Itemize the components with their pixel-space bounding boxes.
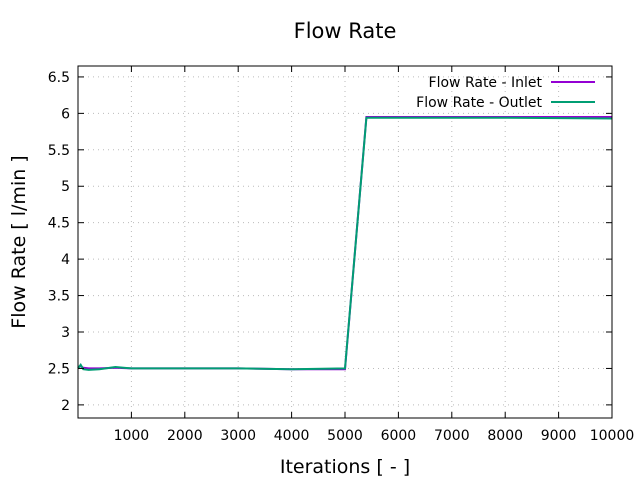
y-tick-label: 2 [61,398,70,414]
series-group [77,116,613,371]
y-tick-label: 3.5 [48,289,70,305]
x-tick-label: 5000 [327,428,363,444]
y-tick-label: 5.5 [48,143,70,159]
y-axis-label: Flow Rate [ l/min ] [8,155,30,328]
series-line-outlet [77,116,613,371]
chart-title: Flow Rate [294,19,397,43]
legend-label: Flow Rate - Outlet [416,95,542,111]
y-tick-label: 4.5 [48,216,70,232]
x-tick-label: 8000 [487,428,523,444]
legend-label: Flow Rate - Inlet [429,75,543,91]
x-tick-label: 3000 [220,428,256,444]
x-tick-label: 6000 [381,428,417,444]
y-tick-label: 4 [61,252,70,268]
y-tick-label: 3 [61,325,70,341]
y-tick-label: 5 [61,179,70,195]
x-tick-label: 1000 [114,428,150,444]
x-tick-label: 9000 [541,428,577,444]
x-axis-label: Iterations [ - ] [280,456,410,478]
ticks: 1000 2000 3000 4000 5000 6000 7000 8000 9000 1000… [48,66,635,444]
x-tick-label: 7000 [434,428,470,444]
y-tick-label: 2.5 [48,361,70,377]
legend: Flow Rate - Inlet Flow Rate - Outlet [416,75,595,111]
x-tick-label: 2000 [167,428,203,444]
x-tick-label: 4000 [274,428,310,444]
x-tick-label: 10000 [590,428,635,444]
y-tick-label: 6 [61,106,70,122]
y-tick-label: 6.5 [48,70,70,86]
